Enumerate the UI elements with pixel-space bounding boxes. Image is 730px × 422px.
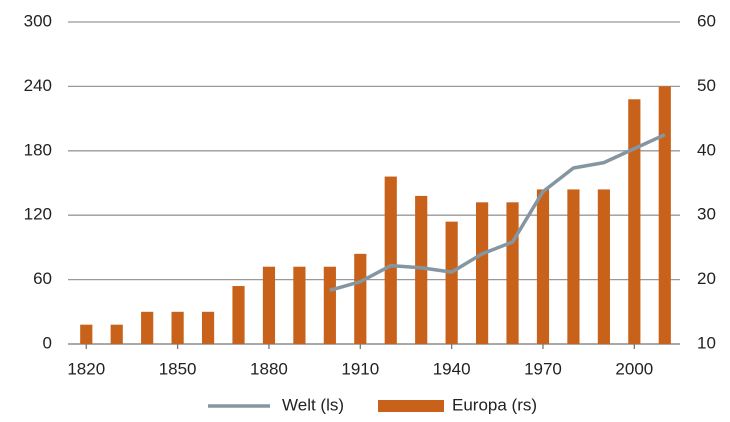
- y-tick-label: 60: [33, 269, 52, 288]
- bar: [80, 324, 93, 344]
- bar: [171, 311, 184, 344]
- y2-tick-label: 50: [697, 76, 716, 95]
- x-tick-label: 1910: [341, 359, 379, 378]
- bar: [476, 202, 489, 344]
- y-tick-label: 120: [24, 205, 52, 224]
- x-tick-label: 1850: [159, 359, 197, 378]
- y2-tick-label: 60: [697, 11, 716, 30]
- x-tick-label: 2000: [615, 359, 653, 378]
- bar: [354, 253, 367, 344]
- x-tick-label: 1820: [67, 359, 105, 378]
- y2-tick-label: 20: [697, 269, 716, 288]
- bar: [262, 266, 276, 344]
- bar: [323, 266, 336, 344]
- bar: [536, 189, 550, 344]
- bar: [110, 324, 123, 344]
- bar: [232, 286, 245, 344]
- bar: [384, 176, 397, 344]
- y2-tick-label: 10: [697, 333, 716, 352]
- y-tick-label: 240: [24, 76, 52, 95]
- bar: [141, 311, 154, 344]
- legend-swatch: [378, 400, 445, 412]
- legend-label: Europa (rs): [452, 395, 537, 414]
- legend-label: Welt (ls): [282, 395, 344, 414]
- bar: [628, 99, 641, 344]
- x-tick-label: 1880: [250, 359, 288, 378]
- bar: [658, 86, 671, 345]
- y-tick-label: 180: [24, 140, 52, 159]
- bar: [506, 202, 519, 344]
- x-tick-label: 1940: [433, 359, 471, 378]
- y-tick-label: 300: [24, 11, 52, 30]
- bar: [445, 221, 458, 344]
- bar: [293, 266, 306, 344]
- bar: [201, 311, 215, 344]
- x-tick-label: 1970: [524, 359, 562, 378]
- y-tick-label: 0: [43, 333, 52, 352]
- y2-tick-label: 30: [697, 205, 716, 224]
- bar: [567, 189, 580, 344]
- y2-tick-label: 40: [697, 140, 716, 159]
- bar: [597, 189, 610, 344]
- bar: [415, 195, 428, 344]
- line: [329, 133, 666, 293]
